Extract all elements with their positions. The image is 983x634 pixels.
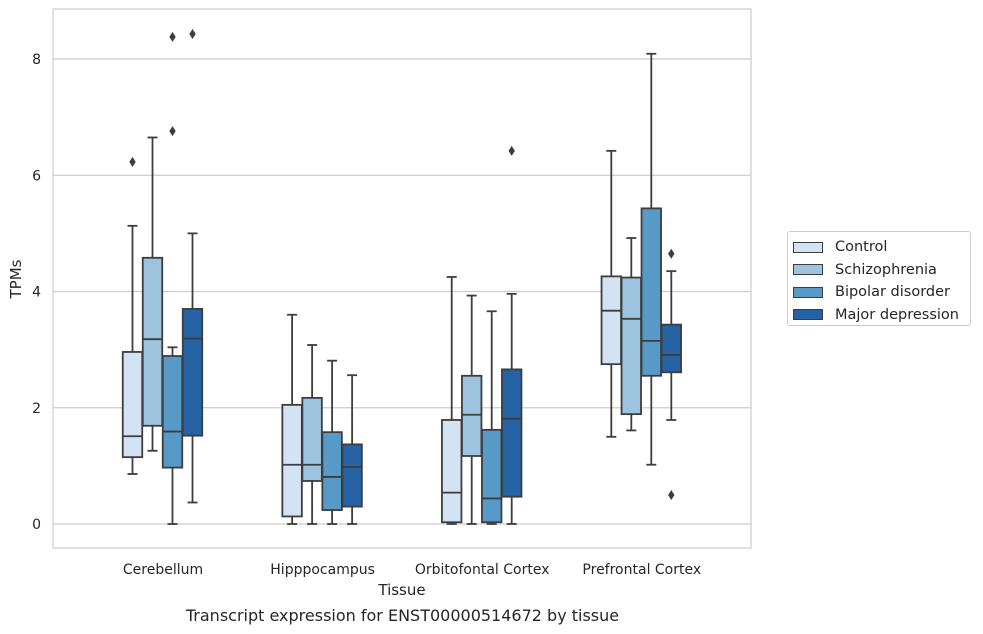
box-body: [181, 308, 204, 437]
outlier-point: [189, 29, 196, 40]
box-1-0: [281, 313, 303, 525]
box-2-1: [461, 294, 483, 525]
y-tick-label-8: 8: [32, 52, 41, 68]
legend: Control Schizophrenia Bipolar disorder M…: [787, 231, 971, 326]
box-body: [501, 368, 523, 498]
y-tick-label-2: 2: [32, 401, 41, 417]
legend-item-control: Control: [793, 236, 970, 259]
outlier-point: [508, 145, 515, 156]
outlier-point: [668, 489, 675, 500]
box-3-1: [620, 237, 642, 432]
legend-item-schizophrenia: Schizophrenia: [793, 259, 970, 282]
y-tick-label-6: 6: [32, 168, 41, 184]
outlier-point: [129, 156, 136, 167]
box-body: [441, 419, 463, 524]
box-body: [161, 355, 184, 469]
box-body: [281, 403, 303, 518]
legend-swatch-major-depression: [793, 309, 823, 321]
box-0-2: [161, 31, 184, 525]
box-2-2: [481, 310, 503, 525]
box-body: [481, 428, 503, 524]
box-3-3: [660, 248, 682, 500]
y-axis-ticks: 0 2 4 6 8: [32, 52, 41, 533]
box-groups: [121, 29, 682, 525]
box-3-2: [640, 52, 662, 466]
y-axis-label: TPMs: [7, 259, 25, 299]
plot-frame: [52, 8, 752, 549]
outlier-point: [668, 248, 675, 259]
legend-label-control: Control: [835, 239, 888, 256]
outlier-point: [169, 126, 176, 137]
legend-label-major-depression: Major depression: [835, 306, 959, 323]
legend-swatch-bipolar-disorder: [793, 286, 823, 298]
legend-swatch-schizophrenia: [793, 264, 823, 276]
box-body: [660, 323, 682, 374]
legend-label-schizophrenia: Schizophrenia: [835, 261, 937, 278]
box-body: [321, 431, 343, 511]
box-body: [301, 396, 323, 482]
box-0-3: [181, 29, 204, 504]
box-body: [141, 256, 164, 427]
box-1-3: [341, 374, 363, 525]
legend-item-bipolar-disorder: Bipolar disorder: [793, 281, 970, 304]
box-body: [600, 275, 622, 366]
box-0-1: [141, 136, 164, 452]
x-axis-label: Tissue: [377, 581, 425, 599]
y-tick-label-4: 4: [32, 285, 41, 301]
legend-label-bipolar-disorder: Bipolar disorder: [835, 284, 950, 301]
x-tick-label-0: Cerebellum: [123, 562, 203, 578]
box-3-0: [600, 149, 622, 438]
x-tick-label-3: Prefrontal Cortex: [582, 562, 701, 578]
box-body: [341, 443, 363, 508]
box-body: [121, 351, 144, 459]
x-axis-ticks: Cerebellum Hipppocampus Orbitofontal Corte…: [123, 562, 701, 578]
box-2-3: [501, 145, 523, 525]
box-2-0: [441, 276, 463, 525]
box-1-1: [301, 344, 323, 525]
box-body: [461, 374, 483, 457]
x-tick-label-1: Hipppocampus: [270, 562, 375, 578]
chart-title: Transcript expression for ENST0000051467…: [185, 606, 620, 625]
x-tick-label-2: Orbitofontal Cortex: [415, 562, 550, 578]
box-1-2: [321, 359, 343, 525]
box-body: [640, 207, 662, 377]
legend-item-major-depression: Major depression: [793, 304, 970, 327]
box-0-0: [121, 156, 144, 475]
box-body: [620, 276, 642, 416]
y-tick-label-0: 0: [32, 517, 41, 533]
legend-swatch-control: [793, 241, 823, 253]
outlier-point: [169, 31, 176, 42]
